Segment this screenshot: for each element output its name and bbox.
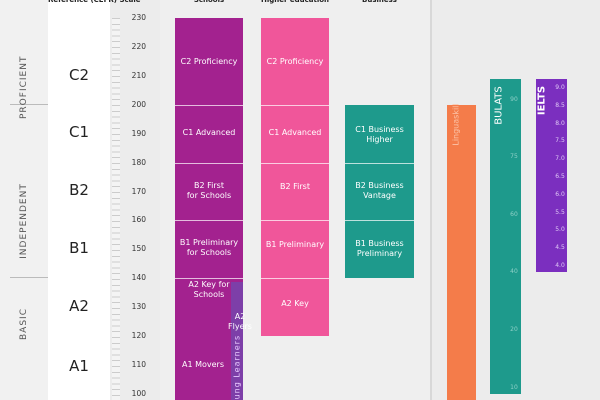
scale-tick: 220 [131, 41, 146, 51]
young-learners-label: A2 [234, 312, 246, 321]
block-divider [345, 162, 414, 164]
bulats-title: BULATS [493, 86, 505, 125]
scale-tick: 160 [131, 215, 146, 225]
bulats-tick: 20 [510, 326, 518, 333]
ielts-tick: 6.5 [555, 173, 565, 180]
block-divider [175, 162, 243, 164]
ielts-tick: 4.0 [555, 262, 565, 269]
scale-tick: 200 [131, 99, 146, 109]
cefr-level: A2 [64, 291, 94, 321]
block-divider [175, 278, 243, 280]
block-divider [345, 220, 414, 222]
cefr-level: C1 [64, 117, 94, 147]
business-label: B2 Business [355, 181, 404, 190]
band-label: PROFICIENT [19, 55, 29, 119]
bulats-tick: 90 [510, 96, 518, 103]
bulats-tick: 10 [510, 384, 518, 391]
linguaskill-bar [447, 104, 476, 400]
schools-label: C1 Advanced [182, 128, 236, 137]
ielts-tick: 7.5 [555, 137, 565, 145]
business-block [345, 104, 414, 279]
higher-education-block [261, 18, 329, 337]
higher-education-label: B2 First [280, 182, 310, 191]
cefr-level: A1 [64, 351, 94, 381]
cefr-level: C2 [64, 60, 94, 90]
block-divider [261, 278, 329, 280]
block-divider [261, 220, 329, 222]
ielts-tick: 7.0 [555, 155, 565, 163]
scale-tick: 100 [131, 388, 146, 398]
cefr-level: B2 [64, 175, 94, 205]
higher-education-label: C2 Proficiency [266, 57, 324, 66]
column-header: Business [362, 0, 397, 4]
column-header: Higher education [260, 0, 330, 4]
bulats-tick: 40 [510, 268, 518, 275]
higher-education-label: A2 Key [281, 299, 309, 308]
scale-tick: 180 [131, 157, 146, 167]
young-learners-bar [231, 282, 243, 400]
band-divider [10, 277, 48, 278]
higher-education-label: B1 Preliminary [265, 240, 325, 249]
schools-label: C2 Proficiency [180, 57, 238, 66]
bulats-tick: 60 [510, 211, 518, 218]
ielts-tick: 5.0 [555, 226, 565, 234]
ielts-tick: 9.0 [555, 84, 565, 91]
column-header: Scale [119, 0, 141, 4]
block-divider [261, 104, 329, 106]
business-label: Preliminary [356, 249, 403, 258]
young-learners-title: Young Learners [232, 334, 242, 400]
cefr-level: B1 [64, 233, 94, 263]
ielts-bar [536, 79, 567, 272]
scale-tick: 210 [131, 70, 146, 80]
band-column [0, 0, 48, 400]
scale-tick: 120 [131, 331, 146, 341]
young-learners-label: A1 Movers [181, 360, 224, 369]
column-header: Schools [193, 0, 225, 4]
scale-tick: 150 [131, 244, 146, 254]
schools-label: for Schools [186, 248, 232, 257]
young-learners-label: Flyers [228, 322, 252, 331]
ielts-tick: 8.5 [555, 101, 565, 109]
schools-label: B1 Preliminary [179, 238, 239, 247]
separator [430, 0, 432, 400]
scale-tick: 110 [131, 360, 146, 370]
business-label: B1 Business [355, 239, 404, 248]
band-divider [10, 104, 48, 105]
scale-tick: 230 [131, 13, 146, 22]
scale-tick: 140 [131, 273, 146, 283]
business-label: Higher [366, 135, 393, 144]
block-divider [175, 220, 243, 222]
schools-label: Schools [193, 290, 225, 299]
scale-tick: 190 [131, 128, 146, 138]
block-divider [175, 104, 243, 106]
ielts-tick: 5.5 [555, 208, 565, 216]
schools-label: A2 Key for [188, 280, 230, 289]
linguaskill-title: Linguaskill [451, 103, 461, 146]
column-header: Reference (CEFR) [48, 0, 117, 4]
higher-education-label: C1 Advanced [268, 128, 322, 137]
ielts-title: IELTS [536, 85, 548, 116]
scale-bar [112, 18, 120, 400]
ielts-tick: 8.0 [555, 119, 565, 127]
scale-tick: 170 [131, 186, 146, 196]
scale-tick: 130 [131, 302, 146, 312]
block-divider [261, 162, 329, 164]
business-label: Vantage [363, 191, 396, 200]
bulats-tick: 75 [510, 153, 518, 160]
ielts-tick: 6.0 [555, 190, 565, 198]
bulats-bar [490, 79, 521, 394]
business-label: C1 Business [355, 125, 404, 134]
band-label: BASIC [19, 308, 29, 340]
ielts-tick: 4.5 [555, 244, 565, 252]
schools-label: B2 First [194, 181, 224, 190]
band-label: INDEPENDENT [19, 183, 29, 259]
schools-label: for Schools [186, 191, 232, 200]
